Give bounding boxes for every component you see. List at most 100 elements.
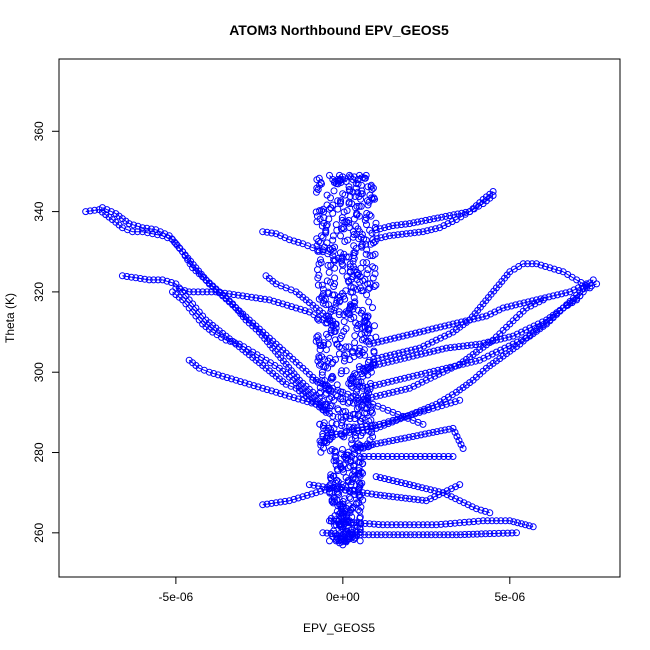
data-point [294,238,302,246]
data-point [440,453,448,460]
data-point [432,225,439,233]
data-point [422,349,429,357]
data-point [385,437,393,445]
data-point [423,227,431,235]
data-point [352,184,360,192]
data-point [472,357,480,365]
data-point [419,531,427,539]
data-point [352,396,360,404]
data-point [334,413,342,421]
data-point [477,506,485,514]
data-point [324,261,332,269]
data-point [310,481,318,489]
data-point [315,316,323,324]
data-point [443,487,451,495]
data-point [451,343,459,351]
data-point [541,263,549,270]
data-point [277,390,284,398]
data-point [371,238,379,245]
data-point [190,288,198,296]
data-point [346,171,353,179]
data-point [451,519,459,527]
data-point [414,380,422,388]
data-point [376,225,384,233]
data-point [406,384,414,392]
data-point [219,372,227,380]
data-point [420,342,428,350]
data-point [431,372,439,380]
data-point [452,495,459,503]
data-point [348,513,356,521]
data-point [521,521,529,529]
data-point [263,228,271,236]
data-point [509,332,517,340]
data-point [268,499,276,507]
data-point [426,216,434,224]
data-point [347,394,355,401]
data-point [222,336,230,344]
data-point [371,250,379,258]
data-point [389,477,397,485]
data-point [388,357,396,365]
data-point [438,213,446,221]
data-point [370,239,377,247]
data-point [460,499,468,507]
data-point [439,368,447,376]
data-point [290,495,298,503]
data-point [332,221,340,229]
data-point [338,216,346,224]
data-point [359,259,367,267]
data-point [136,275,144,282]
data-point [325,312,333,320]
data-point [422,485,430,493]
data-point [328,446,336,453]
data-point [510,518,518,526]
plot-frame [58,58,621,578]
data-point [272,388,280,396]
data-point [406,521,414,529]
data-point [333,536,340,543]
data-point [453,319,461,327]
data-point [342,367,350,375]
data-point [448,218,456,226]
data-point [357,264,365,272]
data-point [518,328,525,336]
series-line [322,283,597,437]
data-point [482,312,490,320]
data-point [397,521,405,529]
data-point [199,288,207,296]
data-point [392,376,400,384]
data-point [526,324,534,332]
data-point [449,453,457,460]
series-21 [356,453,457,460]
data-point [316,420,324,428]
data-point [458,209,466,217]
data-point [457,318,465,326]
data-point [327,326,335,334]
data-point [358,479,366,487]
data-point [338,446,346,453]
data-point [361,174,369,182]
data-point [377,439,385,447]
data-point [367,181,375,189]
data-point [381,438,389,446]
data-point [486,530,494,538]
data-point [499,529,507,537]
data-point [405,353,413,361]
data-point [489,192,497,199]
data-point [377,531,385,539]
data-point [332,457,340,465]
data-point [254,383,262,391]
data-point [343,309,351,317]
data-point [402,230,410,238]
data-point [118,272,126,280]
data-point [91,206,99,214]
series-11 [366,280,591,348]
data-point [347,173,354,181]
data-point [444,220,452,228]
data-point [401,354,409,362]
data-point [450,211,458,219]
y-tick-label-5: 360 [32,121,46,141]
data-point [134,228,141,236]
